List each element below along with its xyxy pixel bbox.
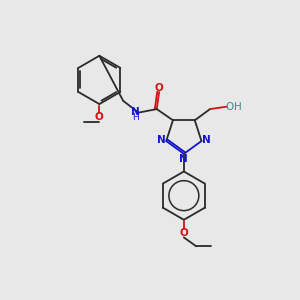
Text: O: O — [155, 82, 164, 93]
Text: O: O — [179, 228, 188, 238]
Text: N: N — [131, 107, 140, 117]
Text: N: N — [179, 154, 188, 164]
Text: O: O — [95, 112, 104, 122]
Text: H: H — [234, 102, 241, 112]
Text: H: H — [132, 113, 139, 122]
Text: N: N — [202, 135, 211, 146]
Text: O: O — [226, 102, 234, 112]
Text: N: N — [157, 135, 165, 146]
